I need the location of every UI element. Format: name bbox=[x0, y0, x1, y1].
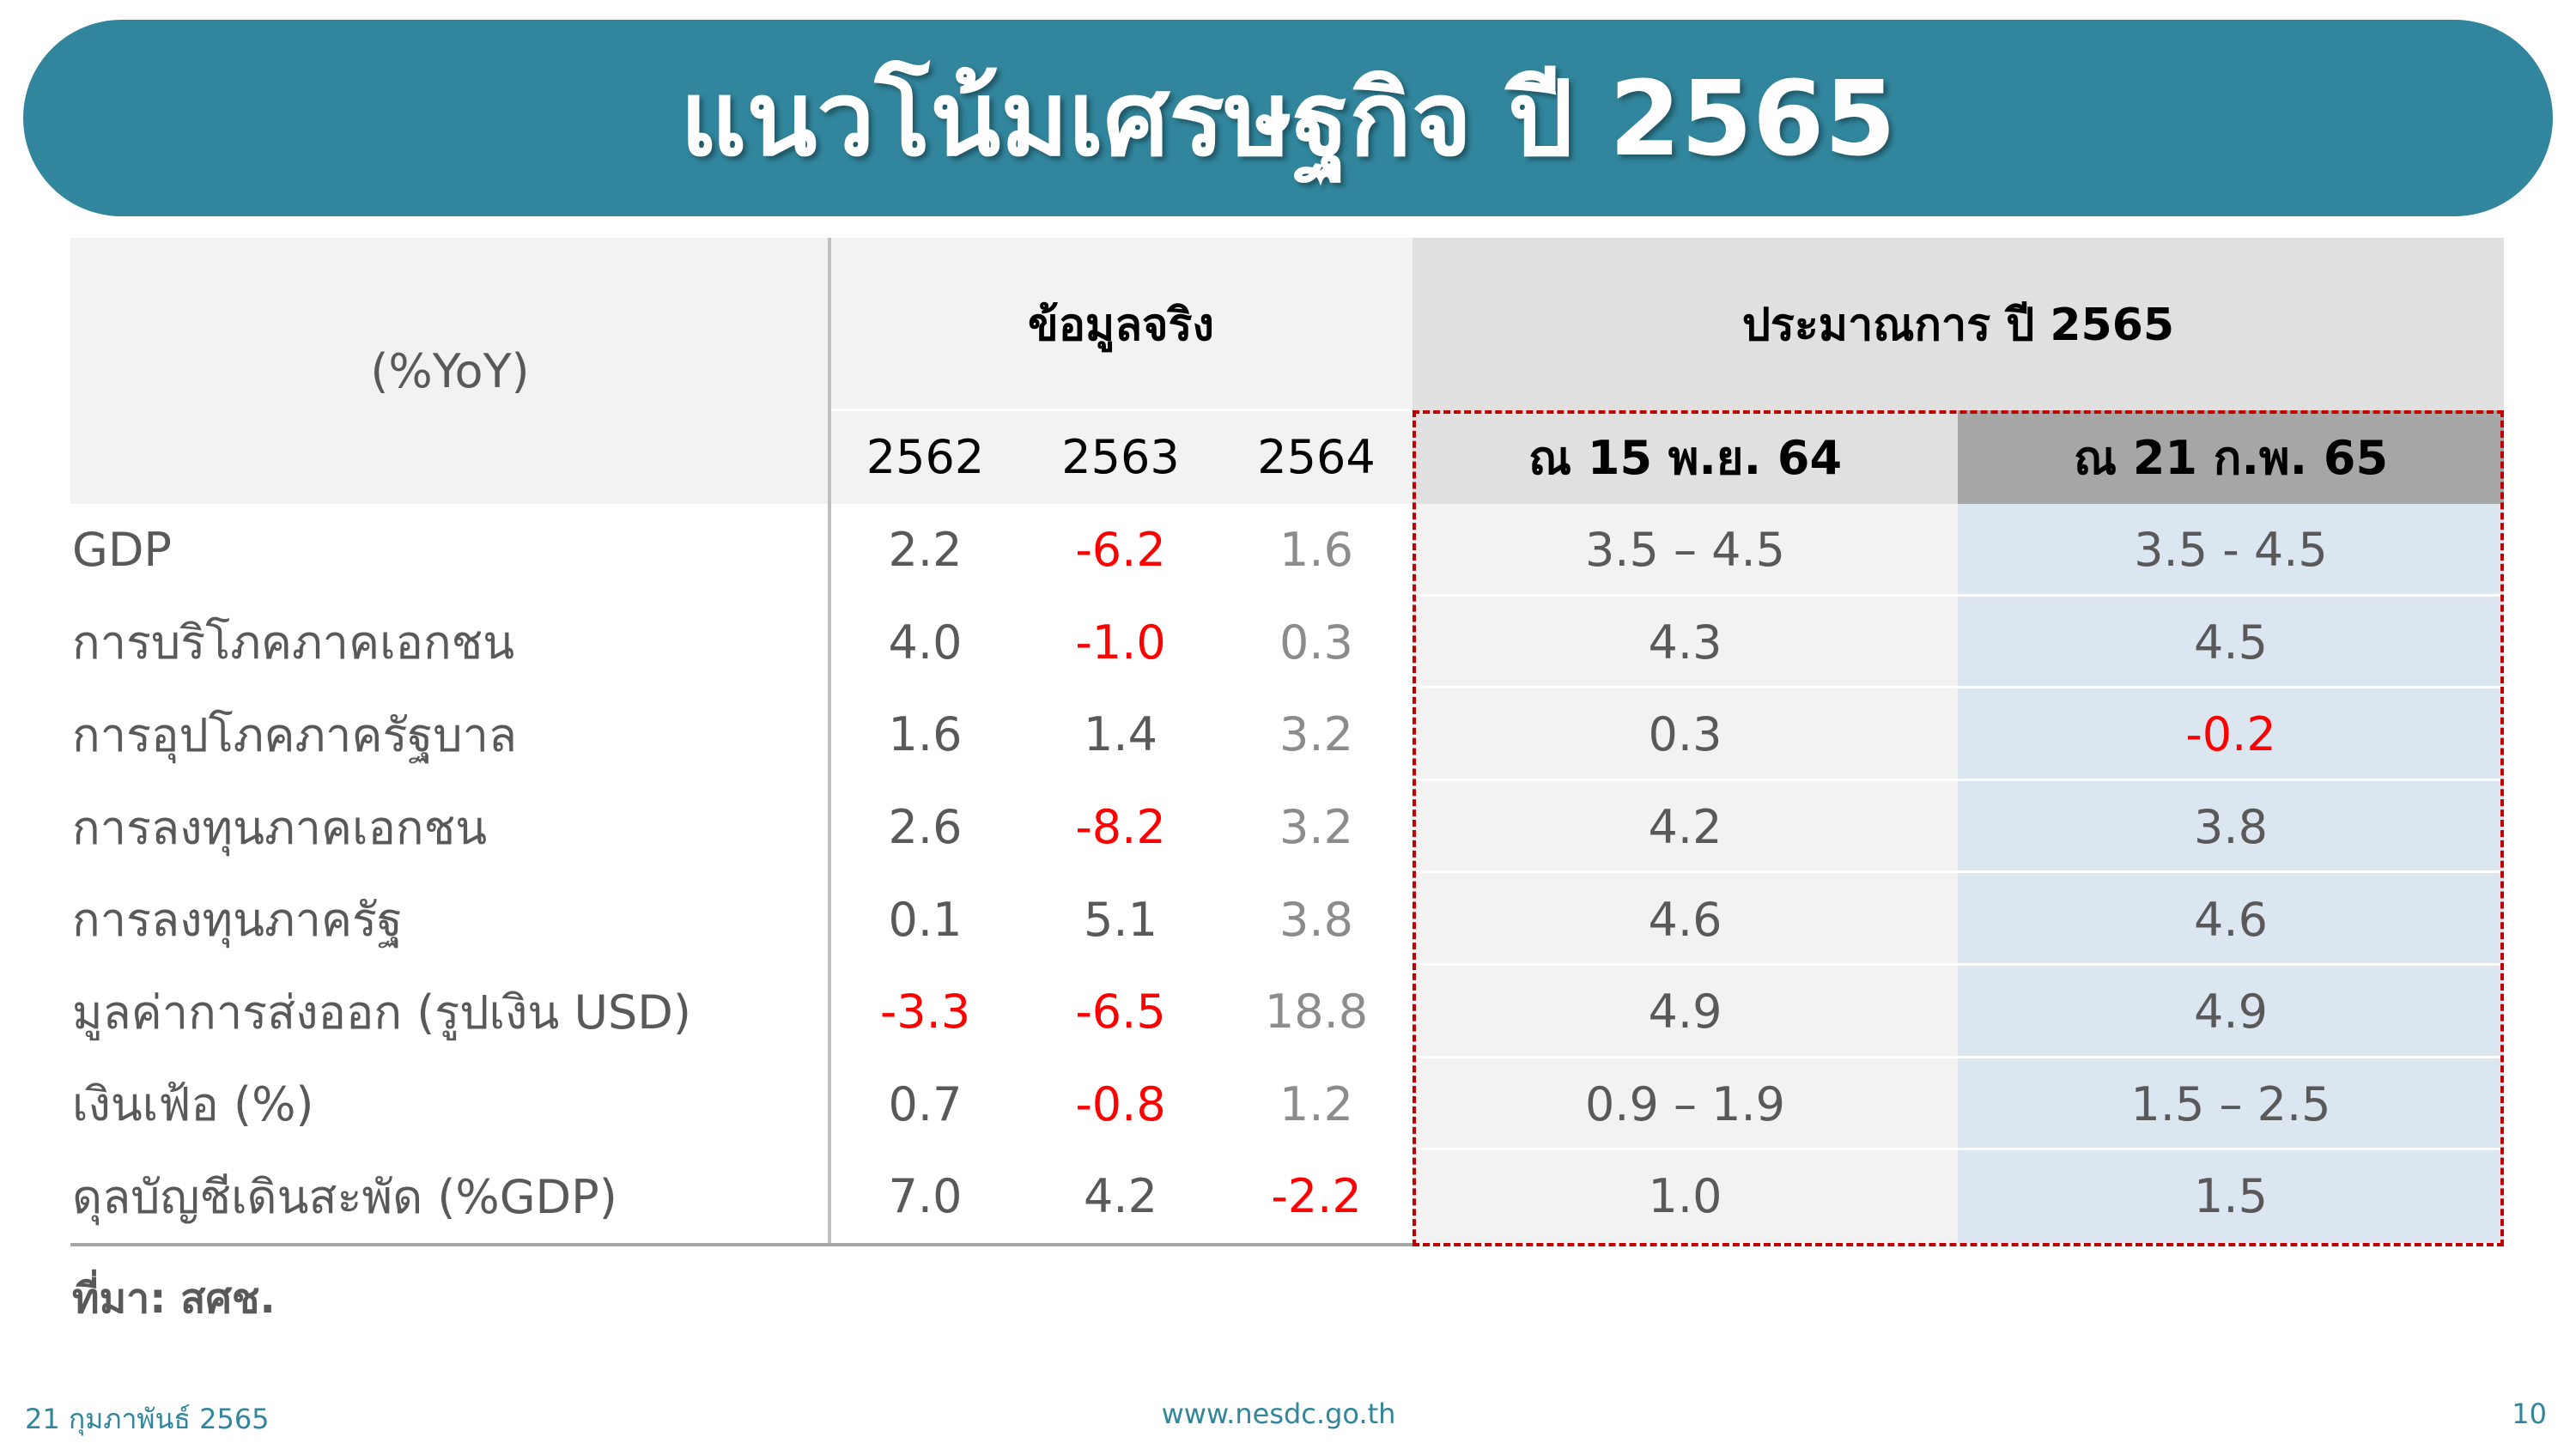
cell-value: 2.2 bbox=[888, 523, 963, 578]
row-bg bbox=[1413, 596, 1958, 689]
cell-value: 4.6 bbox=[2194, 892, 2268, 947]
cell-value: 0.3 bbox=[1648, 707, 1722, 762]
cell-value: 7.0 bbox=[888, 1169, 963, 1224]
row-label: การลงทุนภาคเอกชน bbox=[72, 800, 488, 855]
row-bg bbox=[1413, 780, 1958, 874]
row-label: การอุปโภคภาครัฐบาล bbox=[72, 707, 517, 762]
forecast-highlight bbox=[1413, 410, 2504, 1246]
cell-value: 1.5 bbox=[2194, 1169, 2268, 1224]
column-header: ณ 15 พ.ย. 64 bbox=[1528, 430, 1843, 485]
row-bg bbox=[1958, 966, 2504, 1058]
cell-value: 0.7 bbox=[888, 1076, 963, 1131]
column-header: 2563 bbox=[1061, 430, 1180, 484]
cell-value: 2.6 bbox=[888, 800, 963, 855]
cell-value: 0.9 – 1.9 bbox=[1584, 1076, 1786, 1131]
header-bg bbox=[1958, 410, 2504, 504]
row-bg bbox=[1413, 688, 1958, 781]
cell-value: 3.2 bbox=[1279, 707, 1353, 762]
row-label: มูลค่าการส่งออก (รูปเงิน USD) bbox=[72, 985, 691, 1040]
cell-value: 3.5 - 4.5 bbox=[2134, 523, 2328, 578]
row-bg bbox=[1958, 1058, 2504, 1151]
cell-value: 4.9 bbox=[1648, 985, 1722, 1040]
footer-date: 21 กุมภาพันธ์ 2565 bbox=[25, 1403, 270, 1435]
column-header: 2564 bbox=[1257, 430, 1376, 484]
row-label: การลงทุนภาครัฐ bbox=[72, 893, 403, 948]
cell-value: 3.8 bbox=[1279, 892, 1353, 947]
column-header: ณ 21 ก.พ. 65 bbox=[2073, 430, 2389, 485]
row-bg bbox=[1413, 1150, 1958, 1243]
cell-value: 1.2 bbox=[1279, 1076, 1353, 1131]
cell-value: -0.2 bbox=[2185, 707, 2276, 762]
row-bg bbox=[1958, 504, 2504, 597]
footer-url: www.nesdc.go.th bbox=[1161, 1397, 1396, 1430]
row-label: การบริโภคภาคเอกชน bbox=[72, 615, 515, 670]
cell-value: -8.2 bbox=[1075, 800, 1166, 855]
row-bg bbox=[1413, 1058, 1958, 1151]
title-banner bbox=[23, 20, 2553, 216]
cell-value: 4.5 bbox=[2194, 615, 2268, 670]
cell-value: 18.8 bbox=[1264, 985, 1369, 1040]
cell-value: -0.8 bbox=[1075, 1076, 1166, 1131]
cell-value: 4.0 bbox=[888, 615, 963, 670]
cell-value: 1.5 – 2.5 bbox=[2130, 1076, 2331, 1131]
column-header: 2562 bbox=[866, 430, 985, 484]
cell-value: 1.0 bbox=[1648, 1169, 1722, 1224]
cell-value: 5.1 bbox=[1084, 892, 1157, 947]
title: แนวโน้มเศรษฐกิจ ปี 2565 bbox=[680, 60, 1896, 179]
cell-value: 4.6 bbox=[1648, 892, 1722, 947]
source: ที่มา: สศช. bbox=[72, 1275, 276, 1323]
row-bg bbox=[1958, 873, 2504, 966]
row-bg bbox=[1413, 504, 1958, 597]
row-bg bbox=[1413, 873, 1958, 966]
cell-value: -3.3 bbox=[879, 985, 971, 1040]
cell-value: -2.2 bbox=[1271, 1169, 1362, 1224]
group-header: ประมาณการ ปี 2565 bbox=[1741, 300, 2175, 351]
cell-value: 1.6 bbox=[888, 707, 963, 762]
cell-value: -1.0 bbox=[1075, 615, 1166, 670]
unit-label: (%YoY) bbox=[370, 343, 530, 398]
row-bg bbox=[1958, 688, 2504, 781]
page-number: 10 bbox=[2512, 1397, 2547, 1430]
row-bg bbox=[1958, 596, 2504, 689]
row-label: GDP bbox=[72, 523, 172, 578]
row-bg bbox=[1413, 966, 1958, 1058]
cell-value: 3.5 – 4.5 bbox=[1584, 523, 1786, 578]
header-bg bbox=[70, 238, 1413, 504]
cell-value: 3.8 bbox=[2194, 800, 2268, 855]
cell-value: 4.2 bbox=[1648, 800, 1722, 855]
divider bbox=[828, 238, 831, 1243]
row-label: ดุลบัญชีเดินสะพัด (%GDP) bbox=[72, 1169, 617, 1224]
cell-value: 4.2 bbox=[1084, 1169, 1157, 1224]
cell-value: 0.1 bbox=[888, 892, 963, 947]
row-bg bbox=[1958, 1150, 2504, 1243]
cell-value: 0.3 bbox=[1279, 615, 1353, 670]
cell-value: 1.4 bbox=[1084, 707, 1157, 762]
cell-value: -6.2 bbox=[1075, 523, 1166, 578]
bottom-rule bbox=[70, 1242, 1413, 1246]
group-header: ข้อมูลจริง bbox=[1028, 300, 1214, 351]
cell-value: -6.5 bbox=[1075, 985, 1166, 1040]
cell-value: 4.9 bbox=[2194, 985, 2268, 1040]
row-label: เงินเฟ้อ (%) bbox=[72, 1077, 314, 1132]
cell-value: 4.3 bbox=[1648, 615, 1722, 670]
header-rule bbox=[829, 409, 1413, 411]
cell-value: 1.6 bbox=[1279, 523, 1353, 578]
row-bg bbox=[1958, 780, 2504, 874]
cell-value: 3.2 bbox=[1279, 800, 1353, 855]
